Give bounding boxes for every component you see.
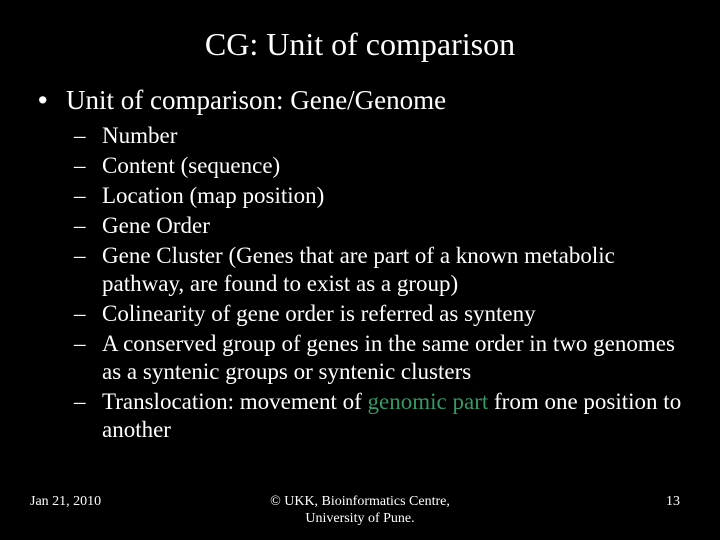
bullet-marker: • (38, 85, 66, 116)
list-item-text: Content (sequence) (102, 152, 682, 180)
list-item: – Translocation: movement of genomic par… (74, 388, 682, 444)
bullet-text: Unit of comparison: Gene/Genome (66, 85, 682, 116)
dash-icon: – (74, 212, 102, 240)
dash-icon: – (74, 300, 102, 328)
bullet-level2-list: – Number – Content (sequence) – Location… (38, 122, 682, 445)
list-item-text: Gene Cluster (Genes that are part of a k… (102, 242, 682, 298)
list-item-text: Colinearity of gene order is referred as… (102, 300, 682, 328)
dash-icon: – (74, 330, 102, 358)
list-item: – A conserved group of genes in the same… (74, 330, 682, 386)
dash-icon: – (74, 242, 102, 270)
slide-body: • Unit of comparison: Gene/Genome – Numb… (30, 85, 690, 445)
list-item: – Content (sequence) (74, 152, 682, 180)
list-item: – Gene Order (74, 212, 682, 240)
list-item: – Number (74, 122, 682, 150)
footer-center: © UKK, Bioinformatics Centre, University… (238, 494, 483, 528)
list-item: – Colinearity of gene order is referred … (74, 300, 682, 328)
dash-icon: – (74, 388, 102, 416)
footer-center-line2: University of Pune. (305, 511, 414, 526)
list-item-text: Number (102, 122, 682, 150)
list-item-text: A conserved group of genes in the same o… (102, 330, 682, 386)
text-pre: Translocation: movement of (102, 389, 368, 414)
list-item-text: Translocation: movement of genomic part … (102, 388, 682, 444)
dash-icon: – (74, 182, 102, 210)
footer-date: Jan 21, 2010 (0, 494, 238, 510)
text-accent: genomic part (368, 389, 489, 414)
dash-icon: – (74, 122, 102, 150)
dash-icon: – (74, 152, 102, 180)
slide: CG: Unit of comparison • Unit of compari… (0, 0, 720, 540)
footer-page-number: 13 (482, 494, 720, 510)
list-item-text: Location (map position) (102, 182, 682, 210)
footer-center-line1: © UKK, Bioinformatics Centre, (270, 494, 450, 509)
slide-title: CG: Unit of comparison (30, 26, 690, 63)
bullet-level1: • Unit of comparison: Gene/Genome (38, 85, 682, 116)
list-item: – Gene Cluster (Genes that are part of a… (74, 242, 682, 298)
list-item-text: Gene Order (102, 212, 682, 240)
slide-footer: Jan 21, 2010 © UKK, Bioinformatics Centr… (0, 494, 720, 528)
list-item: – Location (map position) (74, 182, 682, 210)
